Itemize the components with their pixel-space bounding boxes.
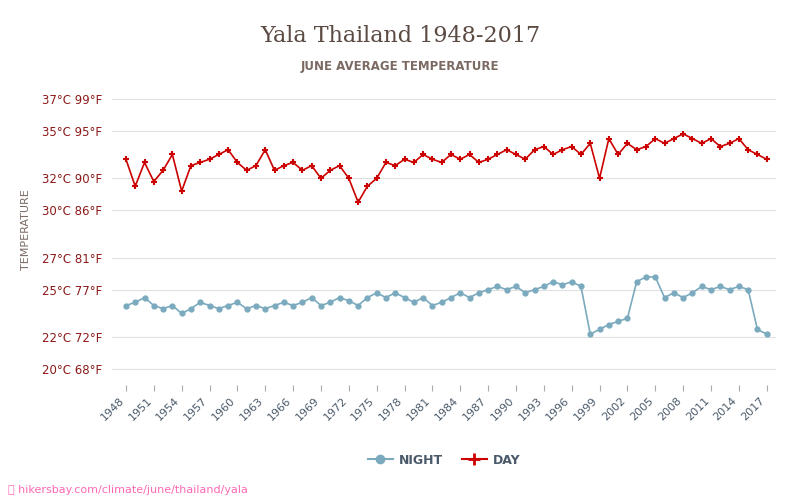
Text: Yala Thailand 1948-2017: Yala Thailand 1948-2017 [260,25,540,47]
Text: ⓘ hikersbay.com/climate/june/thailand/yala: ⓘ hikersbay.com/climate/june/thailand/ya… [8,485,248,495]
Text: JUNE AVERAGE TEMPERATURE: JUNE AVERAGE TEMPERATURE [301,60,499,73]
Legend: NIGHT, DAY: NIGHT, DAY [362,449,526,472]
Y-axis label: TEMPERATURE: TEMPERATURE [21,190,30,270]
